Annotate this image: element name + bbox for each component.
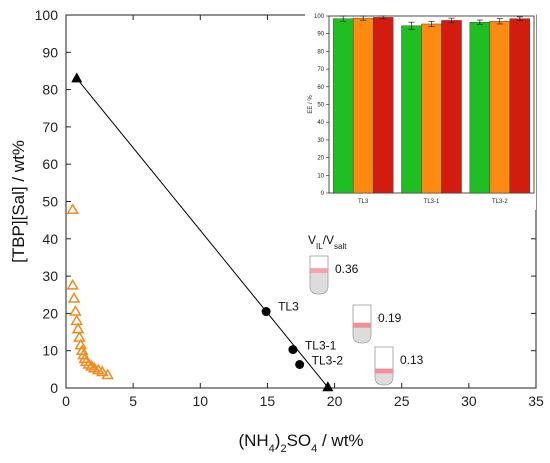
binodal-point	[75, 344, 89, 355]
binodal-point	[73, 331, 86, 342]
volume-ratio-value: 0.19	[378, 311, 402, 325]
y-tick-label: 90	[42, 44, 58, 60]
x-tick-label: 30	[461, 393, 477, 409]
mixture-point	[295, 360, 305, 370]
inset-bar	[469, 21, 491, 194]
volume-ratio-value: 0.13	[400, 353, 424, 367]
y-tick-label: 70	[42, 119, 58, 135]
x-tick-label: 25	[394, 393, 410, 409]
volume-ratio-label: VIL/Vsalt	[308, 233, 347, 251]
inset-bar	[441, 20, 462, 194]
phase-tube: 0.19	[352, 304, 402, 344]
x-tick-label: 10	[192, 393, 208, 409]
binodal-point	[85, 359, 98, 371]
binodal-point	[101, 368, 114, 380]
binodal-point	[66, 203, 80, 214]
inset-y-tick-label: 10	[317, 173, 324, 179]
y-tick-label: 80	[42, 82, 58, 98]
il-phase	[375, 368, 393, 374]
x-tick-label: 0	[62, 393, 70, 409]
salt-phase	[375, 373, 393, 385]
tie-line-end-point	[71, 72, 83, 83]
mixture-label: TL3	[278, 300, 299, 314]
binodal-point	[69, 305, 82, 316]
tie-line-end-point	[322, 381, 334, 392]
phase-tube: 0.36	[309, 255, 359, 295]
inset-y-tick-label: 100	[314, 14, 325, 20]
inset-x-tick-label: TL3-1	[424, 199, 440, 205]
inset-bar	[509, 18, 531, 194]
x-tick-label: 5	[129, 393, 137, 409]
inset-y-tick-label: 20	[317, 156, 324, 162]
annotations: VIL/Vsalt 0.36 0.19 0.13	[308, 233, 424, 386]
binodal-point	[70, 314, 84, 326]
y-tick-label: 50	[42, 194, 58, 210]
inset-bar	[401, 25, 422, 194]
inset-y-axis-title: EE / %	[308, 95, 314, 114]
salt-phase	[353, 327, 371, 343]
inset-y-tick-label: 40	[317, 120, 324, 126]
inset-y-tick-label: 0	[321, 191, 325, 197]
x-tick-label: 15	[260, 393, 276, 409]
y-tick-label: 10	[42, 343, 58, 359]
binodal-point	[67, 292, 81, 303]
inset-bar	[489, 21, 511, 194]
y-tick-label: 40	[42, 231, 58, 247]
y-tick-label: 60	[42, 156, 58, 172]
x-tick-label: 35	[528, 393, 544, 409]
y-tick-label: 30	[42, 268, 58, 284]
il-phase	[353, 322, 371, 328]
binodal-point	[71, 322, 85, 334]
salt-phase	[310, 273, 328, 294]
inset-bar-chart: 0 10 20 30 40 50 60 70 80 90 100 EE / % TL3 TL3-1 TL3-…	[305, 14, 536, 210]
y-tick-label: 0	[50, 380, 58, 396]
inset-x-tick-label: TL3	[358, 199, 369, 205]
x-tick-label: 20	[327, 393, 343, 409]
mixture-point	[288, 345, 298, 355]
inset-y-tick-label: 30	[317, 138, 324, 144]
inset-y-tick-label: 90	[317, 32, 324, 38]
tie-line	[76, 78, 329, 388]
inset-bar	[332, 18, 354, 194]
y-tick-label: 100	[35, 7, 59, 23]
mixture-label: TL3-1	[305, 339, 337, 353]
phase-tube: 0.13	[374, 346, 424, 386]
volume-ratio-value: 0.36	[335, 262, 359, 276]
inset-y-tick-label: 50	[317, 103, 324, 109]
mixture-label: TL3-2	[312, 354, 344, 368]
binodal-point	[66, 278, 80, 290]
binodal-point	[95, 365, 109, 377]
x-axis-title: (NH4)2SO4 / wt%	[238, 431, 363, 455]
inset-x-tick-label: TL3-2	[492, 199, 508, 205]
binodal-point	[82, 358, 96, 369]
inset-y-tick-label: 60	[317, 85, 324, 91]
y-axis-title: [TBP][Sal] / wt%	[9, 140, 28, 263]
inset-bar	[372, 17, 394, 194]
mixture-point	[261, 307, 271, 317]
inset-y-tick-label: 80	[317, 49, 324, 55]
inset-bar	[352, 17, 374, 194]
inset-bar	[421, 23, 442, 194]
y-tick-label: 20	[42, 305, 58, 321]
il-phase	[310, 268, 328, 274]
inset-y-tick-label: 70	[317, 67, 324, 73]
main-plot-area: 0 5 10 15 20 25 30 350102030405060708090100(NH4…	[9, 7, 544, 455]
